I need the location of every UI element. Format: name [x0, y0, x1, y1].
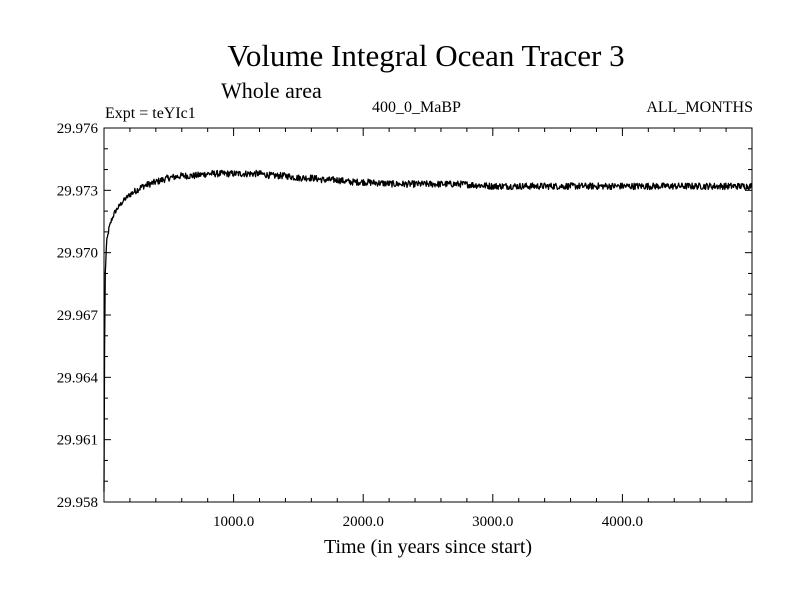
chart-title: Volume Integral Ocean Tracer 3 — [227, 38, 625, 73]
series-line — [103, 169, 753, 492]
y-tick-label: 29.958 — [57, 495, 98, 511]
x-tick-label: 1000.0 — [213, 514, 254, 530]
y-tick-label: 29.976 — [57, 121, 99, 137]
x-axis-label: Time (in years since start) — [323, 536, 533, 558]
x-tick-label: 3000.0 — [472, 514, 513, 530]
y-tick-labels: 29.958 29.961 29.964 29.967 29.970 29.973 29.9… — [57, 121, 99, 511]
chart-subtitle: Whole area — [221, 78, 322, 103]
y-tick-label: 29.970 — [57, 246, 98, 262]
period-label: ALL_MONTHS — [646, 99, 753, 116]
x-tick-labels: 1000.0 2000.0 3000.0 4000.0 — [213, 514, 643, 530]
x-tick-label: 4000.0 — [602, 514, 643, 530]
y-tick-label: 29.973 — [57, 183, 98, 199]
y-tick-label: 29.961 — [57, 433, 98, 449]
y-tick-label: 29.967 — [57, 308, 99, 324]
run-label: 400_0_MaBP — [372, 99, 461, 116]
y-tick-label: 29.964 — [57, 370, 99, 386]
x-tick-label: 2000.0 — [343, 514, 384, 530]
experiment-label: Expt = teYIc1 — [105, 105, 196, 122]
